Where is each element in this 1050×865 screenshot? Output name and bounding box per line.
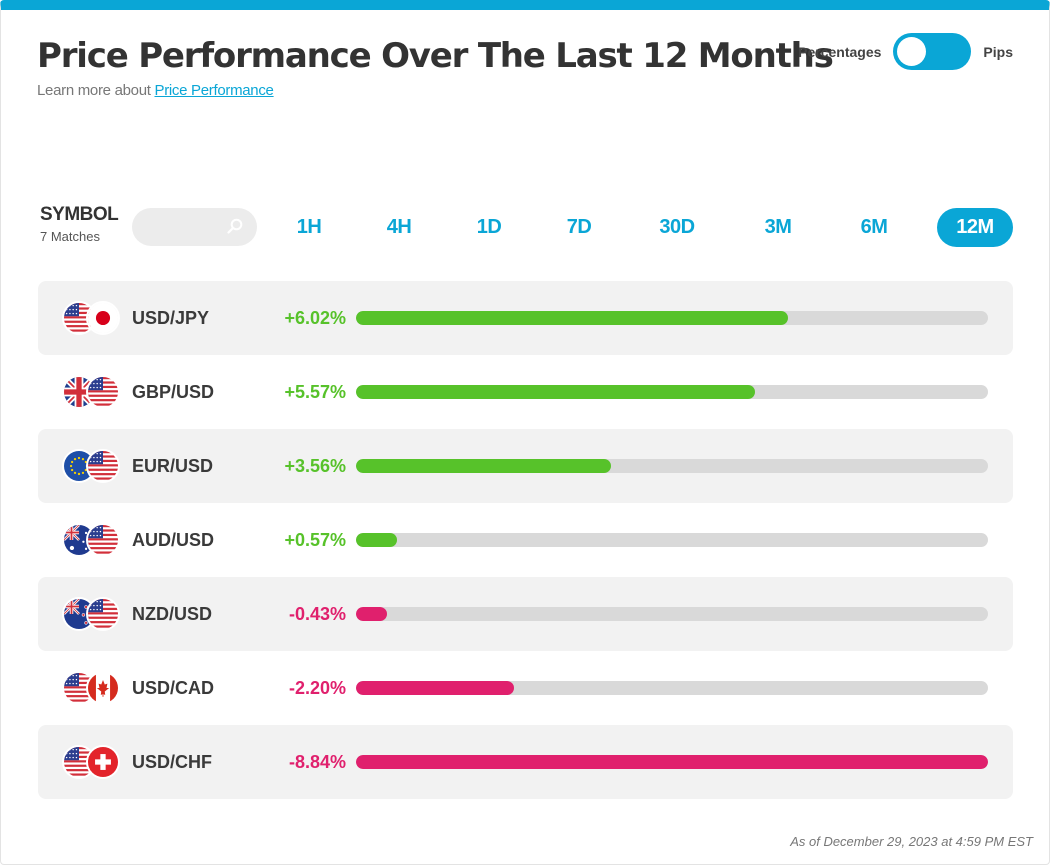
performance-row[interactable]: EUR/USD +3.56% bbox=[38, 429, 1013, 503]
canada-flag-icon bbox=[86, 671, 120, 705]
performance-bar-track bbox=[356, 311, 988, 325]
tab-1h[interactable]: 1H bbox=[296, 216, 322, 238]
pair-flags bbox=[62, 745, 122, 779]
price-performance-link[interactable]: Price Performance bbox=[154, 82, 274, 99]
performance-bar-fill bbox=[356, 533, 397, 547]
tab-12m[interactable]: 12M bbox=[937, 208, 1013, 247]
pair-flags bbox=[62, 597, 122, 631]
performance-value: +3.56% bbox=[284, 456, 346, 476]
performance-value: +5.57% bbox=[284, 382, 346, 402]
pair-symbol[interactable]: NZD/USD bbox=[132, 604, 212, 624]
performance-bar-track bbox=[356, 681, 988, 695]
pair-flags bbox=[62, 523, 122, 557]
as-of-timestamp: As of December 29, 2023 at 4:59 PM EST bbox=[790, 834, 1033, 849]
performance-bar-fill bbox=[356, 385, 755, 399]
us-flag-icon bbox=[86, 449, 120, 483]
page-title: Price Performance Over The Last 12 Month… bbox=[37, 36, 834, 76]
performance-bar-track bbox=[356, 533, 988, 547]
us-flag-icon bbox=[86, 523, 120, 557]
tab-4h[interactable]: 4H bbox=[386, 216, 412, 238]
tab-6m[interactable]: 6M bbox=[860, 216, 888, 238]
us-flag-icon bbox=[86, 375, 120, 409]
performance-row[interactable]: AUD/USD +0.57% bbox=[38, 503, 1013, 577]
filter-bar: SYMBOL 7 Matches 1H 4H 1D 7D 30D 3M 6M 12M bbox=[37, 204, 1013, 250]
pair-symbol[interactable]: USD/CAD bbox=[132, 678, 215, 698]
performance-row[interactable]: GBP/USD +5.57% bbox=[38, 355, 1013, 429]
pair-symbol[interactable]: USD/CHF bbox=[132, 752, 212, 772]
performance-value: +0.57% bbox=[284, 530, 346, 550]
switzerland-flag-icon bbox=[86, 745, 120, 779]
search-icon[interactable] bbox=[227, 218, 243, 234]
performance-row[interactable]: USD/JPY +6.02% bbox=[38, 281, 1013, 355]
pair-symbol[interactable]: USD/JPY bbox=[132, 308, 210, 328]
tab-7d[interactable]: 7D bbox=[566, 216, 592, 238]
pair-flags bbox=[62, 449, 122, 483]
us-flag-icon bbox=[86, 597, 120, 631]
pair-symbol[interactable]: GBP/USD bbox=[132, 382, 215, 402]
performance-bar-track bbox=[356, 755, 988, 769]
pair-symbol[interactable]: AUD/USD bbox=[132, 530, 215, 550]
pair-flags bbox=[62, 671, 122, 705]
performance-bar-fill bbox=[356, 607, 387, 621]
toggle-label-pips[interactable]: Pips bbox=[983, 43, 1013, 60]
performance-row[interactable]: NZD/USD -0.43% bbox=[38, 577, 1013, 651]
performance-value: +6.02% bbox=[284, 308, 346, 328]
units-toggle: Percentages Pips bbox=[798, 33, 1013, 70]
matches-count: 7 Matches bbox=[40, 229, 100, 244]
learn-more-prefix: Learn more about bbox=[37, 82, 155, 99]
symbol-search-input[interactable] bbox=[132, 208, 257, 246]
performance-bar-track bbox=[356, 607, 988, 621]
performance-bar-fill bbox=[356, 311, 788, 325]
tab-30d[interactable]: 30D bbox=[659, 216, 695, 238]
performance-list: USD/JPY +6.02% GBP/USD +5.57% EUR/USD +3.56% A… bbox=[38, 281, 1013, 799]
performance-row[interactable]: USD/CAD -2.20% bbox=[38, 651, 1013, 725]
symbol-heading: SYMBOL bbox=[40, 204, 119, 225]
pair-flags bbox=[62, 375, 122, 409]
performance-bar-fill bbox=[356, 755, 988, 769]
performance-bar-fill bbox=[356, 681, 514, 695]
switch-knob[interactable] bbox=[897, 37, 927, 66]
performance-value: -0.43% bbox=[288, 604, 346, 624]
pair-flags bbox=[62, 301, 122, 335]
tab-3m[interactable]: 3M bbox=[764, 216, 792, 238]
toggle-label-percentages[interactable]: Percentages bbox=[798, 43, 882, 60]
tab-1d[interactable]: 1D bbox=[476, 216, 502, 238]
learn-more-text: Learn more about Price Performance bbox=[37, 82, 274, 99]
japan-flag-icon bbox=[86, 301, 120, 335]
performance-value: -8.84% bbox=[288, 752, 346, 772]
pair-symbol[interactable]: EUR/USD bbox=[132, 456, 214, 476]
performance-bar-track bbox=[356, 459, 988, 473]
performance-bar-fill bbox=[356, 459, 611, 473]
percentages-pips-switch[interactable] bbox=[893, 33, 972, 70]
performance-value: -2.20% bbox=[288, 678, 346, 698]
performance-bar-track bbox=[356, 385, 988, 399]
performance-row[interactable]: USD/CHF -8.84% bbox=[38, 725, 1013, 799]
